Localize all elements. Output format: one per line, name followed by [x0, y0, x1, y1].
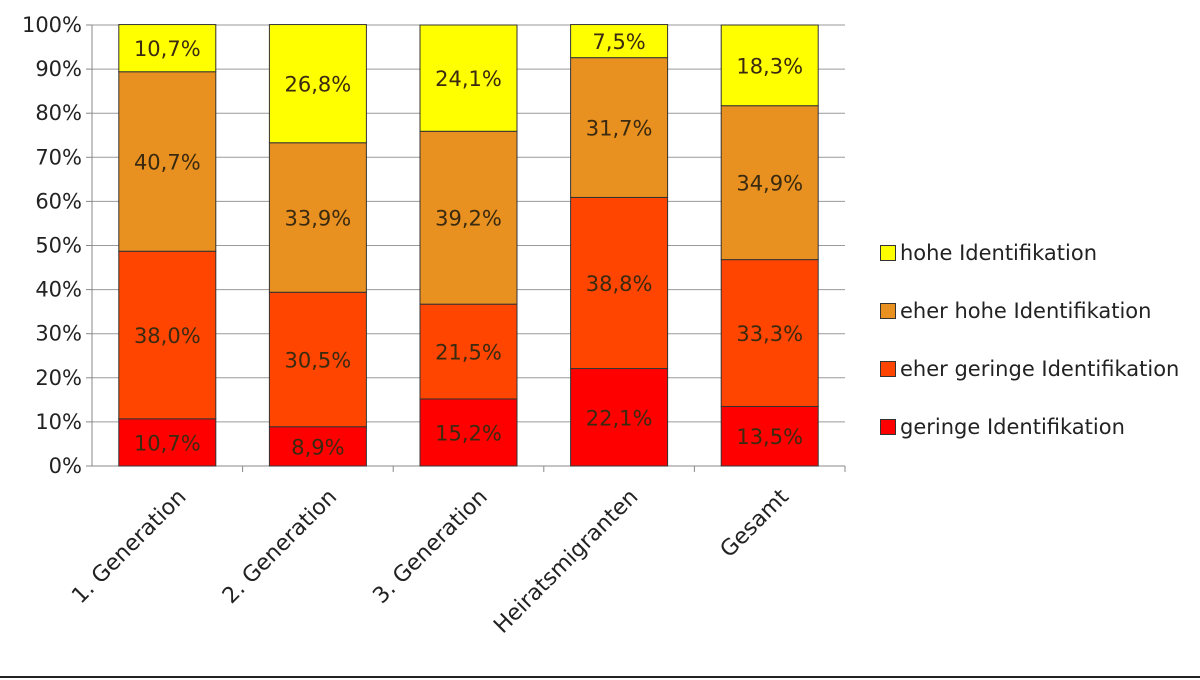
- y-tick-label: 0%: [49, 454, 82, 478]
- y-tick-label: 80%: [35, 101, 82, 125]
- data-label: 30,5%: [285, 348, 352, 372]
- bar-segment: [268, 24, 367, 144]
- data-label: 38,0%: [134, 324, 201, 348]
- bar-segment: [118, 24, 217, 73]
- bar-segment: [720, 405, 819, 467]
- bar-segment: [419, 24, 518, 132]
- bar-segment: [419, 130, 518, 305]
- legend-item-hohe: hohe Identifikation: [880, 238, 1179, 268]
- data-label: 7,5%: [592, 30, 645, 54]
- x-category-label: Gesamt: [716, 484, 794, 562]
- legend-item-eher-hohe: eher hohe Identifikation: [880, 296, 1179, 326]
- data-label: 31,7%: [586, 117, 653, 141]
- data-label: 13,5%: [736, 425, 803, 449]
- y-tick-label: 60%: [35, 189, 82, 213]
- y-tick-label: 10%: [35, 410, 82, 434]
- bar-segment: [570, 57, 669, 198]
- bar-segment: [570, 196, 669, 370]
- legend-item-eher-geringe: eher geringe Identifikation: [880, 354, 1179, 384]
- y-tick-label: 30%: [35, 322, 82, 346]
- bar-segment: [268, 142, 367, 293]
- data-label: 33,9%: [285, 206, 352, 230]
- y-tick-label: 20%: [35, 366, 82, 390]
- legend-swatch: [880, 361, 896, 377]
- legend-swatch: [880, 245, 896, 261]
- bars: 10,7% 38,0% 40,7% 10,7% 8,9% 30,5% 33,9% 26,8% 1…: [118, 24, 819, 467]
- y-tick-label: 100%: [22, 13, 82, 37]
- legend-swatch: [880, 419, 896, 435]
- legend-label: eher hohe Identifikation: [900, 299, 1152, 323]
- data-label: 15,2%: [435, 421, 502, 445]
- x-category-label: 3. Generation: [368, 485, 492, 609]
- legend-swatch: [880, 303, 896, 319]
- bar-segment: [570, 24, 669, 59]
- data-label: 10,7%: [134, 37, 201, 61]
- bar-segment: [118, 71, 217, 252]
- data-label: 40,7%: [134, 150, 201, 174]
- x-category-labels: 1. Generation 2. Generation 3. GenerationH…: [67, 484, 794, 638]
- bar-segment: [118, 418, 217, 467]
- data-label: 21,5%: [435, 341, 502, 365]
- legend-label: hohe Identifikation: [900, 241, 1097, 265]
- legend-item-geringe: geringe Identifikation: [880, 412, 1179, 442]
- x-category-label: 2. Generation: [218, 485, 342, 609]
- data-label: 33,3%: [736, 322, 803, 346]
- data-label: 10,7%: [134, 431, 201, 455]
- y-tick-label: 90%: [35, 57, 82, 81]
- legend: hohe Identifikation eher hohe Identifika…: [880, 238, 1179, 470]
- y-tick-labels: 0% 10% 20% 30% 40% 50% 60% 70% 80% 90% 100%: [22, 13, 82, 478]
- y-tick-label: 50%: [35, 234, 82, 258]
- data-label: 18,3%: [736, 54, 803, 78]
- data-label: 24,1%: [435, 67, 502, 91]
- bar-segment: [720, 259, 819, 407]
- bar-segment: [268, 426, 367, 467]
- y-tick-label: 40%: [35, 278, 82, 302]
- bar-segment: [118, 250, 217, 420]
- x-category-label: 1. Generation: [67, 485, 191, 609]
- bottom-border-line: [0, 676, 1200, 678]
- bar-segment: [419, 303, 518, 400]
- data-label: 26,8%: [285, 73, 352, 97]
- bar-segment: [720, 24, 819, 107]
- data-label: 38,8%: [586, 272, 653, 296]
- legend-label: geringe Identifikation: [900, 415, 1125, 439]
- bar-segment: [419, 398, 518, 467]
- bar-segment: [570, 368, 669, 467]
- data-label: 8,9%: [291, 435, 344, 459]
- legend-label: eher geringe Identifikation: [900, 357, 1180, 381]
- bar-segment: [268, 291, 367, 428]
- y-tick-label: 70%: [35, 145, 82, 169]
- data-label: 34,9%: [736, 172, 803, 196]
- x-category-label: Heiratsmigranten: [489, 485, 643, 639]
- bar-segment: [720, 105, 819, 261]
- data-label: 22,1%: [586, 406, 653, 430]
- data-label: 39,2%: [435, 207, 502, 231]
